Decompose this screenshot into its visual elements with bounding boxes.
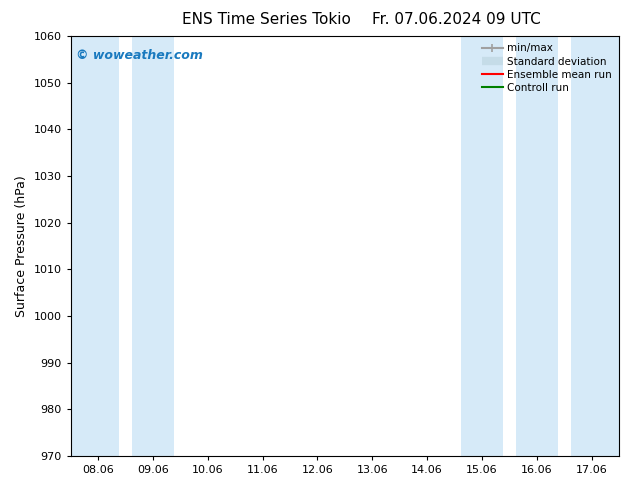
Bar — [71, 36, 119, 456]
Text: ENS Time Series Tokio: ENS Time Series Tokio — [182, 12, 351, 27]
Bar — [516, 36, 557, 456]
Legend: min/max, Standard deviation, Ensemble mean run, Controll run: min/max, Standard deviation, Ensemble me… — [480, 41, 614, 95]
Text: © woweather.com: © woweather.com — [76, 49, 203, 62]
Bar — [132, 36, 174, 456]
Text: Fr. 07.06.2024 09 UTC: Fr. 07.06.2024 09 UTC — [372, 12, 541, 27]
Bar — [461, 36, 503, 456]
Bar — [571, 36, 619, 456]
Y-axis label: Surface Pressure (hPa): Surface Pressure (hPa) — [15, 175, 28, 317]
